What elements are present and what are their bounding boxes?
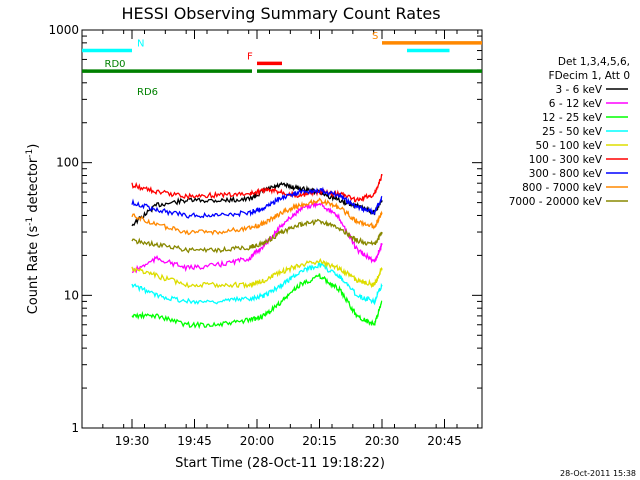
x-axis-label: Start Time (28-Oct-11 19:18:22): [175, 456, 385, 471]
y-tick-label: 10: [64, 288, 79, 302]
x-tick-label: 19:30: [115, 434, 150, 448]
x-tick-label: 19:45: [177, 434, 212, 448]
footer-timestamp: 28-Oct-2011 15:38: [560, 469, 636, 478]
x-tick-label: 20:00: [240, 434, 275, 448]
x-axis: 19:30 19:45 20:00 20:15 20:30 20:45: [81, 30, 479, 448]
y-axis: 1 10 100 1000: [48, 23, 482, 435]
flag-label: F: [247, 51, 253, 62]
series-line: [131, 201, 383, 274]
legend-entry-label: 50 - 100 keV: [535, 140, 602, 152]
y-tick-label: 100: [56, 156, 79, 170]
y-tick-label: 1000: [48, 23, 79, 37]
series-layer: [131, 173, 383, 330]
y-axis-label-sup2: -1: [25, 149, 35, 158]
legend-header-line: Det 1,3,4,5,6,: [558, 56, 630, 68]
y-axis-label-sup1: -1: [25, 217, 35, 226]
legend-entry-label: 300 - 800 keV: [529, 168, 603, 180]
legend-entry-label: 3 - 6 keV: [555, 84, 602, 96]
y-axis-label-end: ): [26, 144, 41, 149]
series-line: [131, 261, 383, 306]
series-line: [131, 173, 383, 203]
legend-entry-label: 800 - 7000 keV: [522, 182, 603, 194]
series-line: [131, 197, 383, 236]
flag-label: S: [372, 31, 378, 42]
y-axis-label-main: Count Rate (s: [26, 226, 41, 315]
series-line: [131, 273, 383, 330]
flag-label: RD6: [137, 87, 158, 98]
legend: Det 1,3,4,5,6, FDecim 1, Att 0 3 - 6 keV 6 …: [509, 56, 630, 208]
attenuator-flags-layer: N F S RD0 RD6: [82, 31, 482, 98]
y-axis-label: Count Rate (s-1 detector-1): [25, 144, 41, 315]
flag-label: N: [137, 39, 144, 50]
x-tick-label: 20:45: [427, 434, 462, 448]
legend-entry-label: 25 - 50 keV: [542, 126, 603, 138]
series-line: [131, 186, 383, 219]
legend-entry-label: 12 - 25 keV: [542, 112, 603, 124]
x-tick-label: 20:30: [365, 434, 400, 448]
series-line: [131, 257, 383, 289]
series-line: [131, 181, 383, 227]
plot-frame: [81, 29, 483, 429]
legend-entry-label: 100 - 300 keV: [529, 154, 603, 166]
chart-title: HESSI Observing Summary Count Rates: [121, 4, 440, 23]
series-line: [131, 218, 383, 254]
legend-header-line: FDecim 1, Att 0: [549, 70, 630, 82]
flag-label: RD0: [105, 59, 126, 70]
legend-entry-label: 7000 - 20000 keV: [509, 196, 603, 208]
y-axis-label-mid: detector: [26, 157, 41, 217]
y-tick-label: 1: [71, 421, 79, 435]
legend-entry-label: 6 - 12 keV: [549, 98, 603, 110]
x-tick-label: 20:15: [302, 434, 337, 448]
